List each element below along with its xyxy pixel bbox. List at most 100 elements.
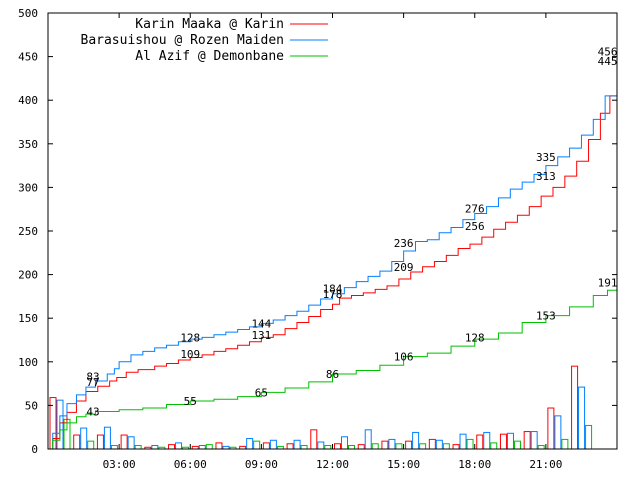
value-label: 153: [536, 310, 556, 323]
hourly-bar: [269, 439, 277, 450]
x-tick-label: 18:00: [458, 458, 491, 471]
hourly-bar: [215, 442, 223, 450]
hourly-bar: [381, 440, 389, 450]
hourly-bar: [513, 440, 521, 450]
hourly-bar: [419, 443, 427, 450]
hourly-bar: [293, 439, 301, 450]
x-tick-label: 06:00: [174, 458, 207, 471]
value-label: 335: [536, 151, 556, 164]
hourly-bar: [388, 438, 396, 450]
series-line: [48, 282, 618, 450]
hourly-bar: [395, 443, 403, 450]
legend-label: Al Azif @ Demonbane: [135, 49, 284, 64]
value-label: 43: [86, 406, 99, 419]
hourly-bar: [506, 432, 514, 450]
hourly-bar: [286, 443, 294, 450]
hourly-bar: [371, 443, 379, 450]
value-label: 106: [394, 351, 414, 364]
x-tick-label: 09:00: [245, 458, 278, 471]
value-label: 86: [326, 368, 339, 381]
hourly-bar: [103, 426, 111, 450]
hourly-bar: [120, 434, 128, 450]
hourly-bar: [499, 433, 507, 450]
y-tick-label: 500: [18, 7, 38, 20]
hourly-bar: [348, 445, 355, 450]
y-tick-label: 50: [25, 399, 38, 412]
value-label: 184: [323, 283, 343, 296]
hourly-bar: [459, 433, 467, 450]
hourly-bar: [547, 407, 555, 450]
y-tick-label: 400: [18, 94, 38, 107]
hourly-bar: [198, 445, 206, 450]
y-tick-label: 350: [18, 138, 38, 151]
hourly-bar: [262, 442, 270, 450]
hourly-bar: [334, 443, 341, 450]
hourly-bar: [435, 439, 443, 450]
hourly-bar: [466, 438, 474, 450]
hourly-bar: [205, 444, 213, 450]
hourly-bar: [96, 434, 104, 450]
x-tick-label: 15:00: [387, 458, 420, 471]
hourly-bar: [127, 436, 135, 450]
value-label: 77: [86, 376, 99, 389]
value-label: 109: [180, 348, 200, 361]
cumulative-lines: [48, 51, 618, 450]
hourly-bar: [537, 445, 545, 450]
legend-label: Karin Maaka @ Karin: [135, 17, 284, 32]
hourly-bar: [73, 434, 81, 450]
hourly-bar: [428, 438, 436, 450]
value-label: 256: [465, 220, 485, 233]
value-label: 191: [598, 276, 618, 289]
hourly-bar: [364, 429, 372, 450]
hourly-bar: [452, 444, 460, 450]
series-line: [48, 51, 618, 450]
hourly-bar: [317, 441, 325, 450]
y-tick-label: 200: [18, 269, 38, 282]
value-label: 55: [184, 395, 197, 408]
x-tick-label: 21:00: [529, 458, 562, 471]
x-tick-label: 03:00: [103, 458, 136, 471]
hourly-bar: [168, 444, 176, 450]
hourly-bar: [483, 431, 491, 450]
hourly-bar: [412, 431, 420, 450]
y-tick-label: 0: [31, 443, 38, 456]
value-label: 128: [180, 331, 200, 344]
y-tick-label: 150: [18, 312, 38, 325]
hourly-bar: [530, 431, 538, 450]
hourly-bar: [554, 415, 562, 450]
hourly-bar: [151, 445, 159, 450]
value-label: 144: [251, 317, 271, 330]
hourly-bar: [571, 365, 579, 450]
hourly-bar: [341, 436, 348, 450]
hourly-bar: [134, 445, 142, 450]
hourly-bar: [442, 443, 450, 450]
hourly-bar: [110, 445, 118, 450]
y-tick-label: 300: [18, 181, 38, 194]
hourly-bar: [175, 442, 183, 450]
value-label: 456: [598, 45, 618, 58]
y-tick-label: 450: [18, 51, 38, 64]
value-labels: 77 109 131 178 209 256 313 456 83 128 144 184 236 276…: [86, 45, 617, 418]
hourly-bar: [476, 434, 484, 450]
value-label: 276: [465, 202, 485, 215]
value-label: 131: [251, 329, 271, 342]
value-label: 445: [598, 55, 618, 68]
series-line: [48, 60, 618, 450]
value-label: 313: [536, 170, 556, 183]
value-label: 178: [323, 288, 343, 301]
axes: 0 50 100 150 200 250 300 350 400 450 500 03:00 06:00…: [18, 7, 618, 471]
value-label: 209: [394, 261, 414, 274]
hourly-bar: [578, 386, 586, 450]
hourly-bar: [253, 440, 261, 450]
hourly-bars: [49, 365, 593, 450]
hourly-bar: [357, 444, 365, 450]
hourly-bar: [80, 427, 88, 450]
value-label: 65: [255, 386, 268, 399]
value-label: 236: [394, 237, 414, 250]
hourly-bar: [405, 440, 413, 450]
hourly-bar: [523, 431, 531, 450]
y-tick-label: 250: [18, 225, 38, 238]
